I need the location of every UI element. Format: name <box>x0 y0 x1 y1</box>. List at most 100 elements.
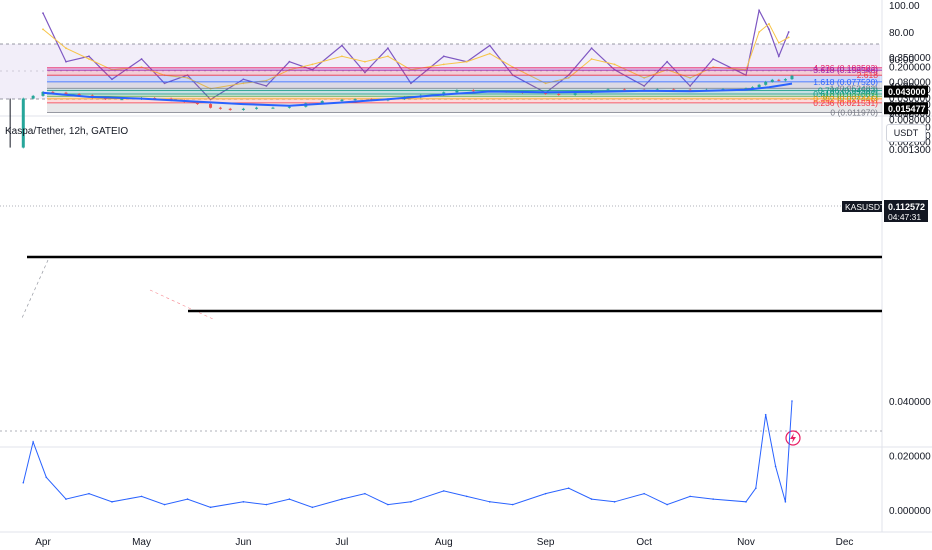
rsi-point <box>65 60 67 63</box>
candle-body <box>340 99 344 102</box>
candle-body <box>783 79 787 81</box>
indicator-panel: 0.040000 0.020000 0.000000 <box>22 397 931 517</box>
level-tag-bg <box>884 102 928 115</box>
candle-body <box>353 99 357 101</box>
candle-body <box>218 107 222 109</box>
candle-body <box>31 95 35 99</box>
indicator-point <box>242 501 245 503</box>
fib-level-label: 1 (0.052483) <box>830 83 878 93</box>
fib-trend-line <box>21 259 49 319</box>
rsi-point <box>364 71 366 74</box>
rsi-point <box>666 60 669 63</box>
fib-level-label: 0.382 (0.027446) <box>813 94 878 104</box>
rsi-point <box>42 12 44 15</box>
fib-level-label: 0.236 (0.021531) <box>813 98 878 108</box>
indicator-point <box>488 501 491 503</box>
candle-body <box>544 92 548 95</box>
rsi-point <box>311 63 314 66</box>
price-tick-label: 0.030000 <box>889 93 931 104</box>
indicator-point <box>442 490 445 492</box>
time-tick-label: Jun <box>235 537 251 548</box>
candle-body <box>228 108 232 110</box>
rsi-point <box>643 85 646 87</box>
candle-body <box>655 89 659 91</box>
fib-level-label: 2.618 <box>857 70 879 80</box>
rsi-point <box>787 31 790 33</box>
fib-zone <box>47 75 882 82</box>
rsi-point <box>242 82 245 85</box>
rsi-tick-label: 60.00 <box>889 55 914 66</box>
rsi-point <box>265 85 268 87</box>
indicator-tick-label: 0.000000 <box>889 506 931 517</box>
rsi-tick-label: 100.00 <box>889 1 920 12</box>
flash-icon[interactable] <box>785 430 801 446</box>
rsi-point <box>111 78 113 81</box>
indicator-point <box>22 481 25 484</box>
candle-body <box>241 108 245 110</box>
fib-zone <box>47 67 882 71</box>
indicator-point <box>745 501 747 503</box>
indicator-point <box>88 492 90 495</box>
indicator-point <box>511 503 514 506</box>
time-tick-label: May <box>132 537 151 548</box>
price-tick-label: 0.200000 <box>889 62 931 73</box>
price-tick-label: 0.008000 <box>889 115 931 126</box>
time-tick-label: Oct <box>636 537 652 548</box>
rsi-point <box>787 36 790 39</box>
price-tick-label: 0.080000 <box>889 77 931 88</box>
fib-zone <box>47 81 882 89</box>
candle-body <box>757 84 761 88</box>
rsi-point <box>163 82 166 85</box>
indicator-point <box>111 501 113 503</box>
indicator-point <box>32 441 34 443</box>
rsi-point <box>488 52 491 55</box>
indicator-point <box>784 501 787 503</box>
symbol-title: Kaspa/Tether, 12h, GATEIO <box>5 126 129 137</box>
candle-body <box>770 79 774 82</box>
candle-body <box>287 106 291 108</box>
candle-body <box>672 89 676 91</box>
candle-body <box>255 107 259 109</box>
indicator-point <box>544 492 547 495</box>
fib-level-label: 4.236 (0.183583) <box>813 63 878 73</box>
rsi-point <box>544 82 547 85</box>
rsi-point <box>364 60 366 63</box>
candle-body <box>271 107 275 109</box>
candle-body <box>21 98 25 148</box>
time-tick-label: Sep <box>537 537 555 548</box>
rsi-point <box>590 58 593 60</box>
fib-level-label: 0.786 (0.04583) <box>818 86 878 96</box>
indicator-point <box>288 498 291 500</box>
rsi-point <box>758 31 761 33</box>
indicator-point <box>209 506 212 509</box>
price-tag-countdown: 04:47:31 <box>888 212 921 222</box>
indicator-point <box>689 495 691 498</box>
rsi-point <box>341 55 343 58</box>
candle-body <box>471 90 475 92</box>
rsi-point <box>42 28 44 31</box>
fib-level-label: 1.618 (0.077520) <box>813 77 878 87</box>
rsi-point <box>186 77 189 79</box>
fib-level-label: 0.618 (0.037007) <box>813 89 878 99</box>
moving-average-line <box>42 82 793 107</box>
currency-button[interactable]: USDT <box>886 124 926 142</box>
rsi-point <box>410 82 412 85</box>
rsi-point <box>567 77 570 79</box>
rsi-tick-label: 80.00 <box>889 28 914 39</box>
rsi-point <box>758 9 761 12</box>
indicator-point <box>265 503 268 506</box>
indicator-point <box>65 498 67 500</box>
rsi-point <box>689 85 692 87</box>
rsi-point <box>265 79 268 82</box>
indicator-point <box>774 465 777 468</box>
indicator-point <box>311 506 314 509</box>
time-tick-label: Aug <box>435 537 453 548</box>
time-tick-label: Jul <box>336 537 349 548</box>
rsi-point <box>689 77 692 79</box>
price-tag: KASUSDT 0.112572 04:47:31 <box>842 200 928 222</box>
rsi-point <box>613 63 616 66</box>
rsi-point <box>341 44 343 47</box>
price-tick-label: 0.002000 <box>889 138 931 149</box>
indicator-point <box>755 487 757 490</box>
fib-zone <box>47 70 882 76</box>
